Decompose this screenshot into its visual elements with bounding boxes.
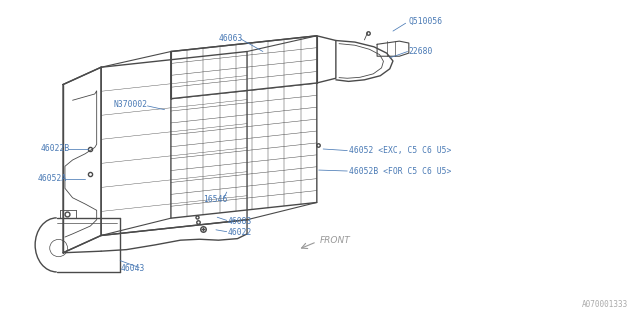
Text: 46043: 46043 xyxy=(120,264,145,273)
Text: A070001333: A070001333 xyxy=(582,300,628,309)
Text: 46022B: 46022B xyxy=(41,145,70,154)
Text: 46052A: 46052A xyxy=(38,174,67,183)
Text: FRONT: FRONT xyxy=(320,236,351,245)
Text: N370002: N370002 xyxy=(114,100,148,109)
Text: 46063: 46063 xyxy=(218,35,243,44)
Text: 46022: 46022 xyxy=(228,228,252,237)
Text: 46052 <EXC, C5 C6 U5>: 46052 <EXC, C5 C6 U5> xyxy=(349,146,451,155)
Text: 46052B <FOR C5 C6 U5>: 46052B <FOR C5 C6 U5> xyxy=(349,166,451,175)
Text: Q510056: Q510056 xyxy=(409,17,443,26)
Text: 16546: 16546 xyxy=(203,195,227,204)
Text: 46083: 46083 xyxy=(228,217,252,226)
Text: 22680: 22680 xyxy=(409,47,433,56)
